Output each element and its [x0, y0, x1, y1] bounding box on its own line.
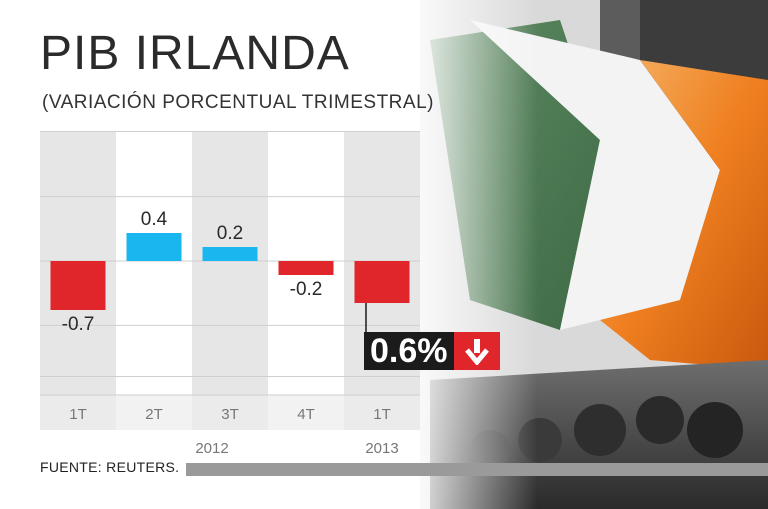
category-label-2: 2T [145, 406, 163, 423]
latest-value-callout: 0.6% [364, 332, 500, 370]
latest-value: 0.6% [364, 332, 454, 370]
category-strip [40, 395, 420, 430]
bar-2 [126, 233, 182, 261]
bar-5 [354, 261, 410, 303]
column-band [268, 132, 344, 430]
bar-3 [202, 247, 258, 261]
data-label-1: -0.7 [62, 314, 95, 335]
column-band [116, 132, 192, 430]
data-label-4: -0.2 [290, 279, 323, 300]
category-label-3: 3T [221, 406, 239, 423]
bar-4 [278, 261, 334, 275]
page-subtitle: (VARIACIÓN PORCENTUAL TRIMESTRAL) [42, 92, 434, 113]
bar-1 [50, 261, 106, 310]
data-label-2: 0.4 [141, 209, 168, 230]
category-label-1: 1T [69, 406, 87, 423]
category-label-4: 4T [297, 406, 315, 423]
year-label-2013: 2013 [365, 440, 398, 457]
page-title: PIB IRLANDA [40, 27, 350, 80]
column-band [192, 132, 268, 430]
source-note: FUENTE: REUTERS. [40, 459, 180, 475]
year-label-2012: 2012 [195, 440, 228, 457]
category-label-5: 1T [373, 406, 391, 423]
down-arrow-icon [453, 332, 500, 370]
data-label-3: 0.2 [217, 223, 243, 244]
source-divider [186, 463, 768, 476]
